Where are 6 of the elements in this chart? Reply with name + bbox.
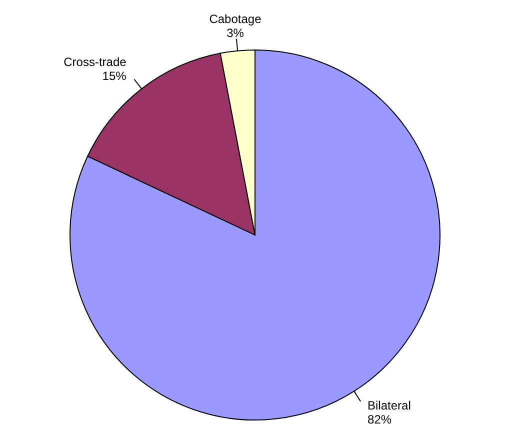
slice-label: Bilateral bbox=[368, 398, 411, 412]
data-label: 82% bbox=[368, 412, 392, 426]
data-label: 3% bbox=[226, 26, 244, 40]
slice-label: Cross-trade bbox=[64, 55, 127, 70]
data-label: 15% bbox=[102, 69, 127, 84]
slice-label: Cabotage bbox=[209, 12, 262, 26]
